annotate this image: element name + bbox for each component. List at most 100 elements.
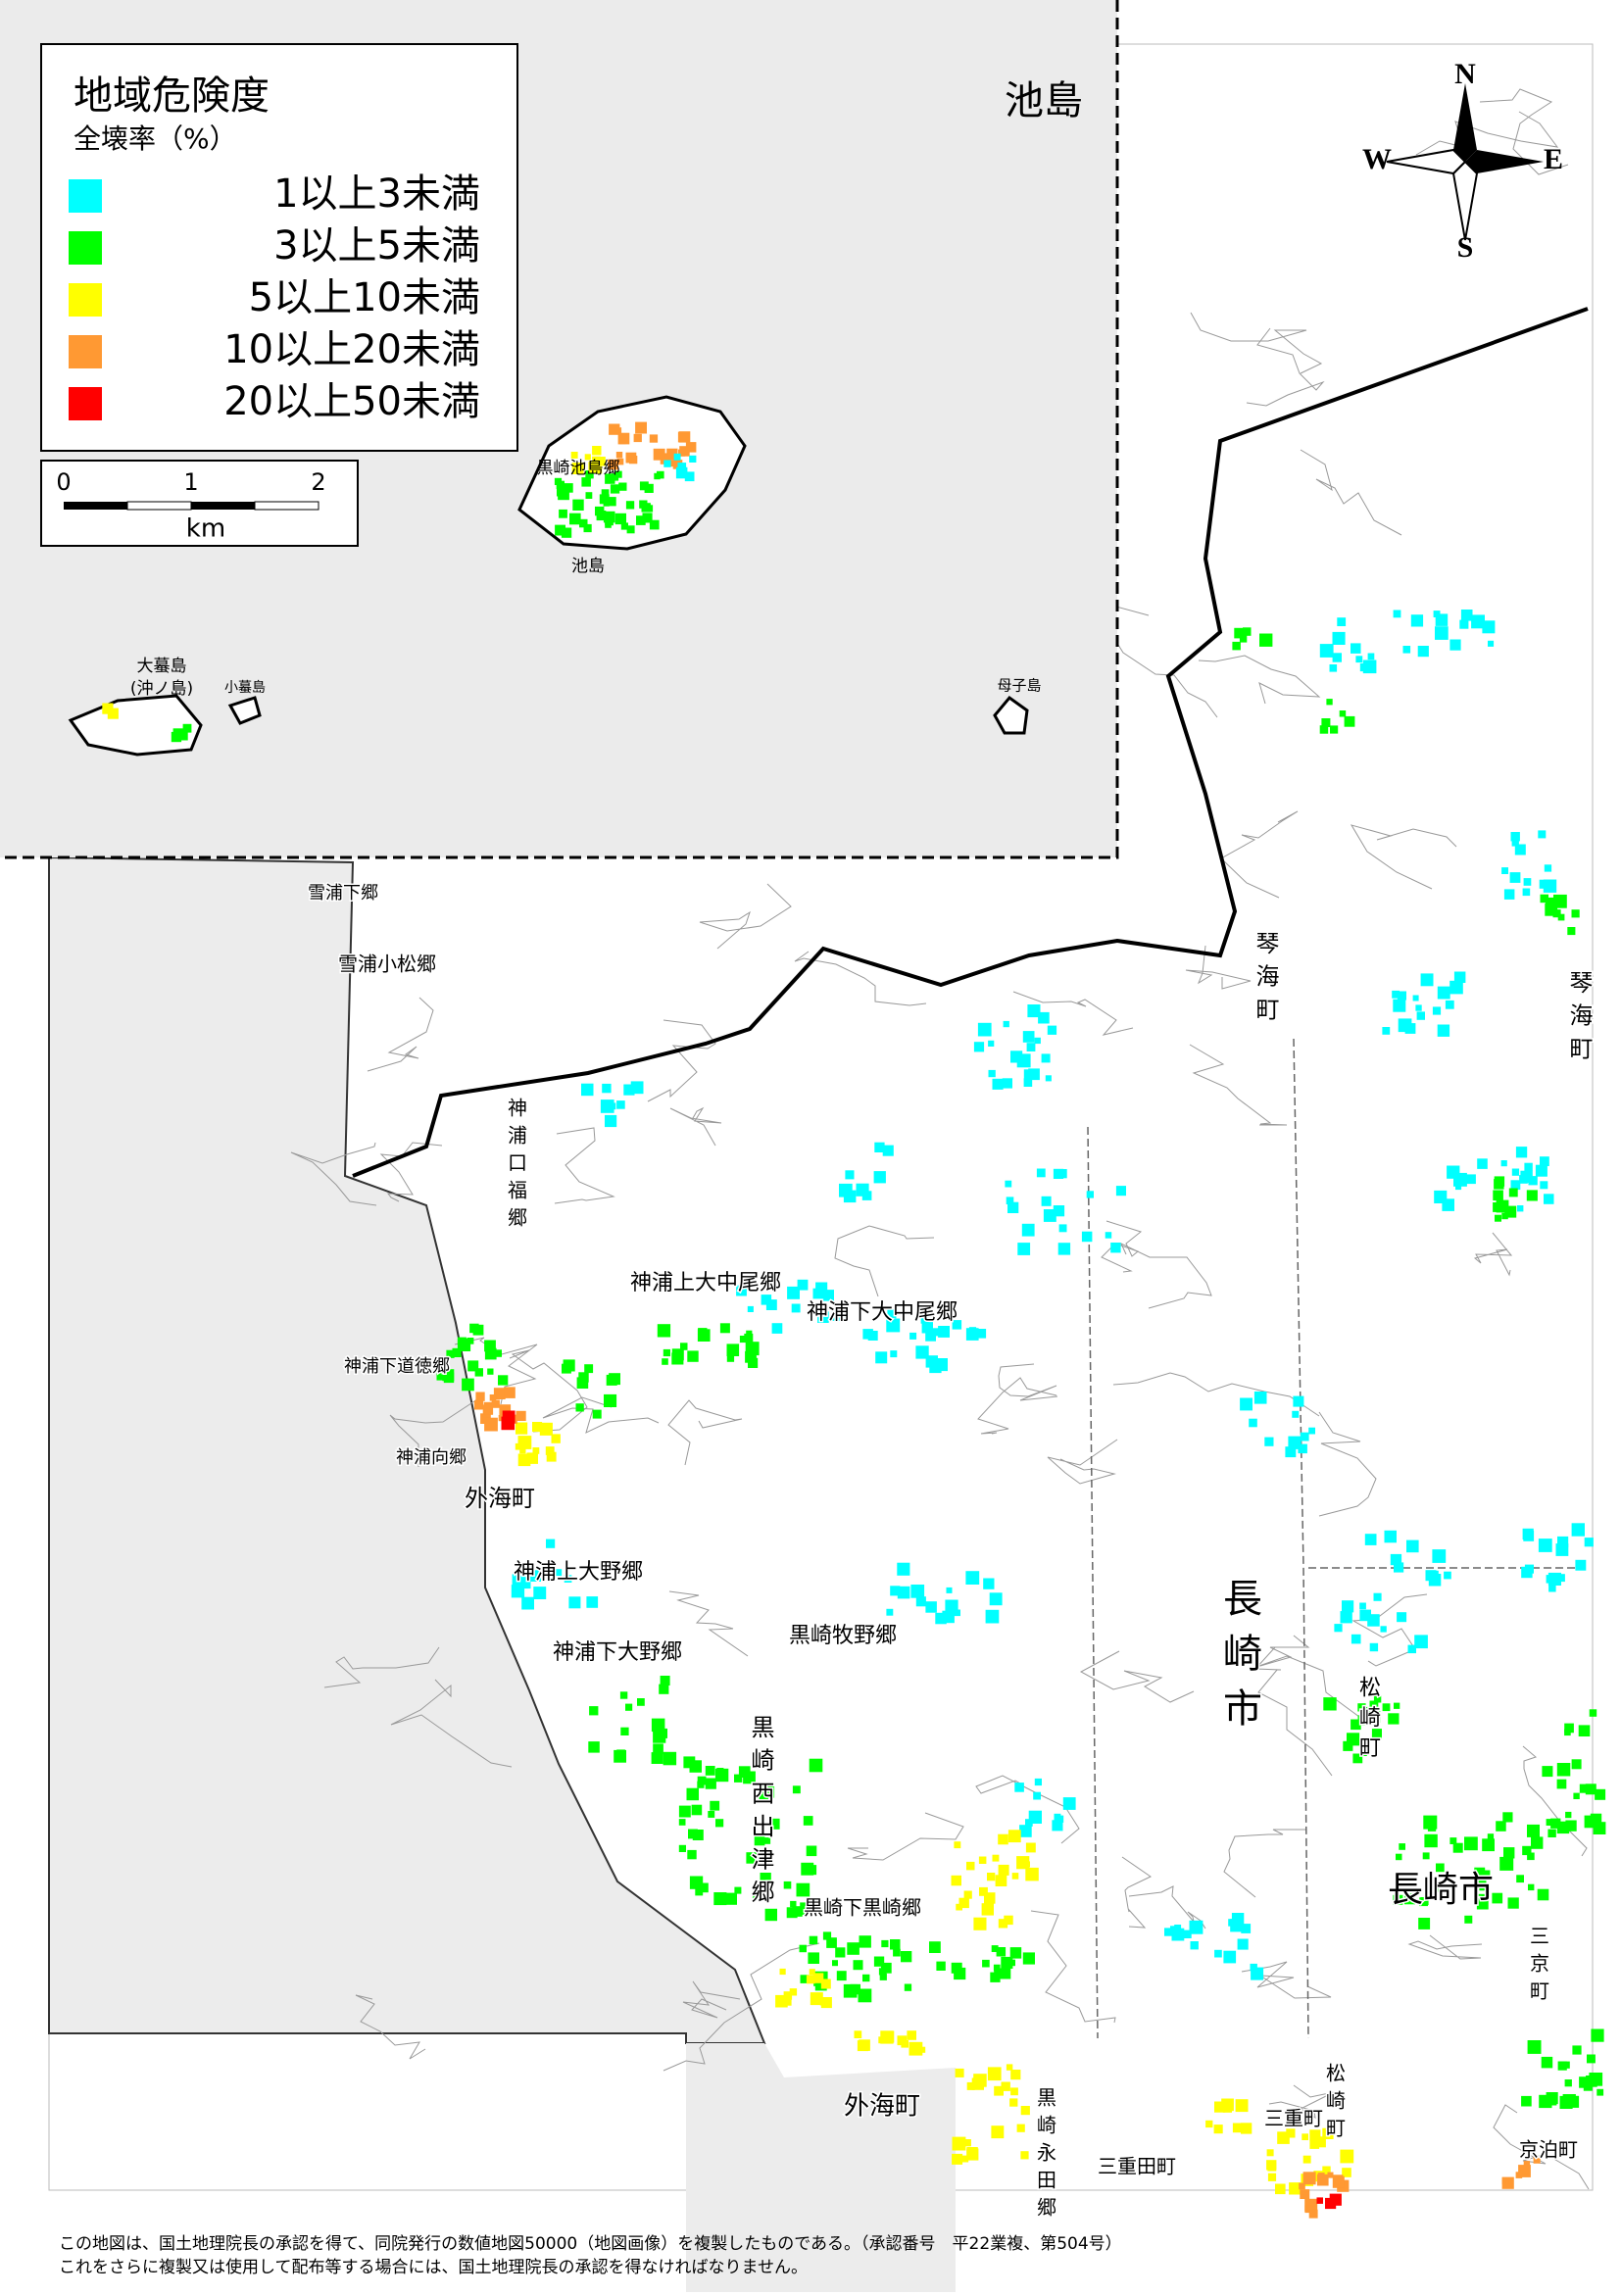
hazard-patch bbox=[521, 1596, 534, 1610]
hazard-patch bbox=[1332, 631, 1346, 645]
hazard-patch bbox=[809, 1935, 818, 1945]
hazard-patch bbox=[1425, 1570, 1437, 1582]
hazard-patch bbox=[820, 1978, 831, 1989]
scale-segment bbox=[64, 502, 127, 510]
compass-point bbox=[1453, 83, 1477, 162]
hazard-patch bbox=[1524, 1162, 1533, 1172]
hazard-patch bbox=[850, 1983, 860, 1995]
contour-line bbox=[379, 1142, 443, 1202]
hazard-patch bbox=[963, 2139, 971, 2147]
hazard-patch bbox=[519, 1447, 526, 1454]
contour-line bbox=[1112, 1372, 1320, 1417]
hazard-patch bbox=[783, 1991, 793, 2000]
hazard-patch bbox=[663, 1751, 677, 1766]
hazard-patch bbox=[462, 1378, 474, 1392]
contour-line bbox=[1522, 1745, 1588, 1857]
hazard-patch bbox=[1309, 2129, 1321, 2141]
hazard-patch bbox=[1299, 2182, 1305, 2190]
hazard-patch bbox=[1317, 2173, 1325, 2179]
hazard-patch bbox=[1221, 2098, 1234, 2112]
hazard-patch bbox=[1086, 1191, 1094, 1198]
hazard-patch bbox=[1045, 1075, 1052, 1082]
hazard-patch bbox=[791, 1303, 801, 1313]
place-label: 神浦向郷 bbox=[396, 1447, 467, 1468]
hazard-patch bbox=[1496, 1821, 1506, 1832]
hazard-patch bbox=[620, 522, 628, 530]
hazard-patch bbox=[1250, 1963, 1257, 1972]
hazard-patch bbox=[605, 1114, 617, 1128]
contour-line bbox=[390, 1679, 513, 1768]
contour-line bbox=[669, 1106, 722, 1147]
hazard-patch bbox=[1414, 616, 1421, 624]
hazard-patch bbox=[796, 1882, 810, 1897]
sea bbox=[48, 855, 766, 2044]
hazard-patch bbox=[981, 1903, 994, 1916]
hazard-patch bbox=[1355, 656, 1363, 663]
hazard-patch bbox=[1518, 2165, 1531, 2177]
hazard-patch bbox=[626, 525, 635, 534]
place-label: 神浦下大中尾郷 bbox=[807, 1300, 958, 1325]
contour-line bbox=[1189, 1044, 1288, 1126]
inset-island bbox=[227, 696, 262, 725]
inset-label: 母子島 bbox=[997, 677, 1041, 695]
hazard-patch bbox=[820, 1997, 832, 2009]
hazard-patch bbox=[1022, 1952, 1035, 1965]
hazard-patch bbox=[1407, 1644, 1416, 1654]
hazard-patch bbox=[1057, 1243, 1071, 1255]
hazard-patch bbox=[1025, 1842, 1036, 1853]
contour-line bbox=[1318, 1411, 1377, 1517]
hazard-patch bbox=[484, 1417, 498, 1432]
hazard-patch bbox=[1057, 1169, 1067, 1179]
hazard-patch bbox=[605, 473, 615, 484]
hazard-patch bbox=[1010, 2070, 1021, 2080]
hazard-patch bbox=[1547, 1829, 1556, 1837]
contour-line bbox=[998, 1363, 1058, 1401]
hazard-patch bbox=[1548, 1585, 1556, 1592]
hazard-patch bbox=[604, 1393, 617, 1407]
hazard-patch bbox=[602, 1083, 612, 1094]
hazard-patch bbox=[886, 1318, 901, 1333]
hazard-patch bbox=[651, 1718, 665, 1733]
hazard-patch bbox=[584, 1364, 594, 1374]
hazard-patch bbox=[589, 1706, 599, 1716]
hazard-patch bbox=[1364, 1534, 1377, 1545]
hazard-patch bbox=[815, 1282, 828, 1295]
hazard-patch bbox=[992, 1854, 1000, 1862]
place-label: 松崎町 bbox=[1323, 2063, 1347, 2145]
hazard-patch bbox=[1589, 1709, 1597, 1717]
hazard-patch bbox=[890, 1350, 898, 1358]
hazard-patch bbox=[616, 458, 624, 465]
hazard-patch bbox=[511, 1585, 525, 1598]
place-label: 外海町 bbox=[844, 2092, 920, 2122]
hazard-patch bbox=[734, 1886, 742, 1894]
hazard-patch bbox=[475, 1392, 485, 1401]
hazard-patch bbox=[678, 1819, 686, 1826]
hazard-patch bbox=[966, 2148, 979, 2161]
hazard-patch bbox=[436, 1370, 447, 1381]
hazard-patch bbox=[1474, 1867, 1486, 1879]
hazard-patch bbox=[677, 463, 687, 471]
hazard-patch bbox=[1549, 2098, 1557, 2106]
hazard-patch bbox=[1527, 1824, 1540, 1837]
hazard-patch bbox=[1170, 1926, 1180, 1936]
hazard-patch bbox=[1578, 1725, 1591, 1736]
place-label: 長崎市 bbox=[1388, 1870, 1494, 1910]
hazard-patch bbox=[1326, 699, 1333, 706]
contour-line bbox=[1198, 655, 1321, 705]
hazard-patch bbox=[581, 1083, 594, 1097]
legend-label: 5以上10未満 bbox=[249, 275, 480, 320]
compass-n: N bbox=[1454, 58, 1476, 90]
contour-line bbox=[1473, 1232, 1513, 1277]
hazard-patch bbox=[1523, 878, 1532, 886]
hazard-patch bbox=[1572, 2045, 1582, 2055]
hazard-patch bbox=[636, 515, 646, 525]
hazard-patch bbox=[921, 1322, 933, 1334]
place-label: 松崎町 bbox=[1355, 1676, 1381, 1766]
hazard-patch bbox=[1449, 639, 1461, 651]
hazard-patch bbox=[1205, 2120, 1213, 2128]
hazard-patch bbox=[1557, 2061, 1567, 2071]
hazard-patch bbox=[1503, 889, 1515, 900]
hazard-patch bbox=[1329, 664, 1338, 672]
hazard-patch bbox=[912, 2042, 920, 2051]
hazard-patch bbox=[1359, 1609, 1371, 1622]
